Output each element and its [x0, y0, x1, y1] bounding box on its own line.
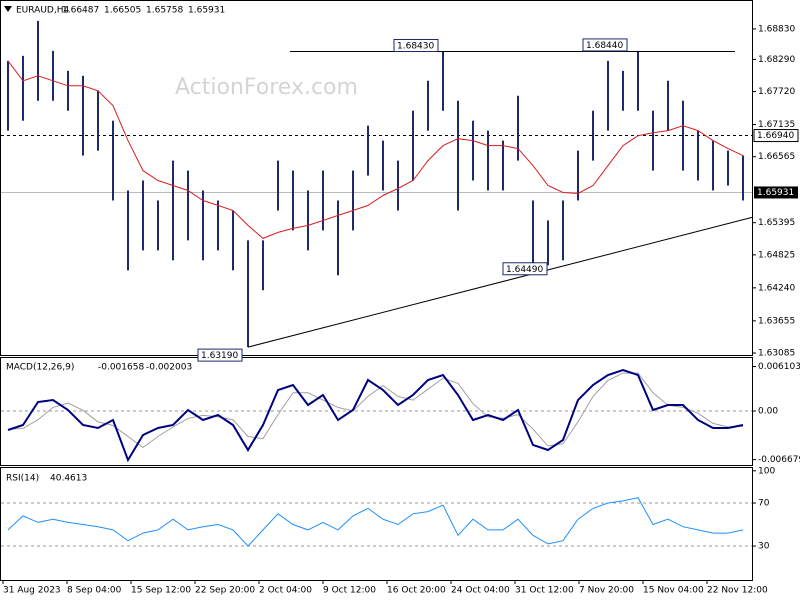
x-tick-label: 16 Oct 20:00 — [387, 586, 446, 596]
annotation-label: 1.64490 — [506, 265, 543, 275]
main-panel — [0, 0, 753, 356]
y-tick-label: 1.67135 — [758, 120, 795, 130]
x-tick-label: 8 Sep 04:00 — [67, 586, 122, 596]
y-tick-label: 1.63655 — [758, 316, 795, 326]
y-tick-label: 0.006103 — [758, 362, 800, 372]
ohlc-value: 1.65758 — [146, 6, 183, 16]
x-tick-label: 22 Sep 20:00 — [195, 586, 255, 596]
level-tag — [753, 129, 799, 143]
y-tick-label: 30 — [758, 542, 770, 552]
x-tick-label: 7 Nov 20:00 — [579, 586, 634, 596]
ohlc-value: 1.66505 — [104, 6, 141, 16]
rsi-value: 40.4613 — [50, 474, 87, 484]
moving-average — [7, 60, 744, 239]
rsi-panel — [0, 467, 753, 581]
annotation-box — [197, 348, 243, 362]
x-tick-label: 15 Sep 12:00 — [131, 586, 191, 596]
x-tick-label: 31 Aug 2023 — [3, 586, 61, 596]
macd-line — [7, 368, 744, 463]
y-tick-label: 1.68290 — [758, 55, 795, 65]
y-tick-label: 1.66565 — [758, 152, 795, 162]
chart-title: EURAUD,H4 — [16, 6, 69, 16]
y-tick-label: 1.63085 — [758, 349, 795, 359]
macd-title: MACD(12,26,9) — [6, 363, 74, 373]
x-tick-label: 9 Oct 12:00 — [323, 586, 376, 596]
annotation-label: 1.68430 — [397, 41, 434, 51]
ohlc-value: 1.65931 — [188, 6, 225, 16]
y-tick-label: 0.00 — [758, 406, 778, 416]
support-trendline — [247, 216, 753, 348]
x-tick-label: 15 Nov 04:00 — [643, 586, 704, 596]
rsi-line — [7, 497, 744, 547]
macd-panel — [0, 357, 753, 466]
x-tick-label: 2 Oct 04:00 — [259, 586, 312, 596]
y-tick-label: 1.64825 — [758, 250, 795, 260]
y-tick-label: 100 — [758, 466, 775, 476]
y-tick-label: 1.64240 — [758, 283, 795, 293]
macd-signal — [7, 372, 744, 449]
y-tick-label: 1.68830 — [758, 24, 795, 34]
y-tick-label: 70 — [758, 499, 770, 509]
x-tick-label: 31 Oct 12:00 — [515, 586, 574, 596]
dropdown-icon — [4, 6, 12, 12]
x-tick-label: 24 Oct 04:00 — [451, 586, 510, 596]
rsi-title: RSI(14) — [6, 474, 39, 484]
annotation-label: 1.63190 — [201, 351, 238, 361]
macd-value: -0.002003 — [146, 363, 192, 373]
y-tick-label: 1.65395 — [758, 218, 795, 228]
level-tag-label: 1.66940 — [757, 131, 794, 141]
ohlc-value: 1.66487 — [62, 6, 99, 16]
last-price-label: 1.65931 — [757, 188, 794, 198]
y-tick-label: -0.006679 — [758, 455, 800, 465]
x-tick-label: 22 Nov 12:00 — [707, 586, 768, 596]
watermark: ActionForex.com — [175, 75, 358, 100]
annotation-label: 1.68440 — [586, 41, 623, 51]
y-tick-label: 1.67720 — [758, 87, 795, 97]
annotation-box — [393, 38, 439, 52]
macd-value: -0.001658 — [98, 363, 144, 373]
annotation-box — [502, 262, 548, 276]
annotation-box — [582, 38, 628, 52]
last-price-tag — [754, 186, 798, 199]
